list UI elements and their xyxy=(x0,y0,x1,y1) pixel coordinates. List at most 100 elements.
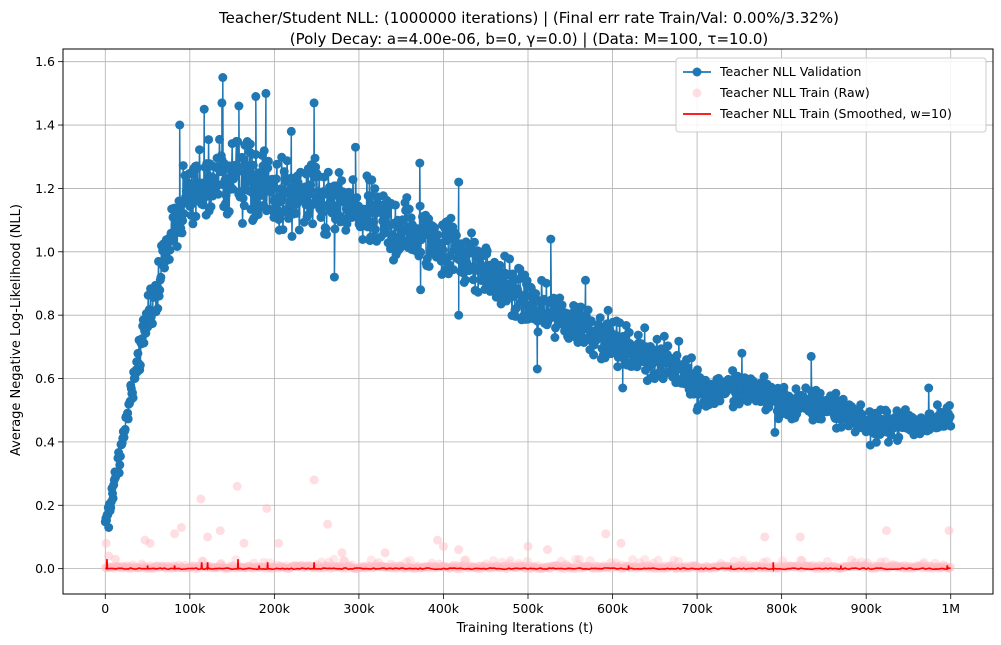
validation-point xyxy=(342,219,352,229)
train-raw-point xyxy=(316,563,326,573)
train-raw-point xyxy=(329,554,339,564)
validation-point xyxy=(759,372,769,382)
train-raw-point xyxy=(596,563,606,573)
validation-point xyxy=(188,219,198,229)
validation-point xyxy=(693,365,702,375)
train-raw-point xyxy=(366,555,376,565)
train-raw-point xyxy=(522,556,532,566)
validation-point xyxy=(451,230,461,240)
validation-point xyxy=(687,353,696,363)
validation-point xyxy=(104,523,114,532)
train-raw-point xyxy=(611,558,621,568)
validation-point xyxy=(430,223,440,233)
validation-point xyxy=(791,384,801,394)
train-raw-point xyxy=(220,562,230,572)
train-raw-point xyxy=(795,532,805,542)
validation-point xyxy=(179,209,189,219)
validation-point xyxy=(213,189,223,199)
validation-point xyxy=(424,261,434,271)
train-raw-point xyxy=(779,563,789,573)
train-raw-point xyxy=(682,563,692,573)
validation-point xyxy=(199,104,209,114)
train-raw-point xyxy=(140,535,150,545)
validation-point xyxy=(191,211,201,221)
train-raw-point xyxy=(464,563,474,573)
train-raw-point xyxy=(808,560,818,570)
validation-point xyxy=(369,217,379,227)
train-raw-point xyxy=(601,529,611,539)
validation-point xyxy=(886,430,896,440)
validation-point xyxy=(576,302,586,312)
train-raw-point xyxy=(628,555,638,565)
train-raw-point xyxy=(197,556,207,566)
train-raw-point xyxy=(467,562,477,572)
chart-title-line2: (Poly Decay: a=4.00e-06, b=0, γ=0.0) | (… xyxy=(290,30,769,48)
train-raw-point xyxy=(374,557,384,567)
train-raw-point xyxy=(145,538,155,548)
validation-point xyxy=(287,231,297,241)
y-tick-label: 1.0 xyxy=(35,244,55,259)
validation-point xyxy=(438,245,448,255)
validation-point xyxy=(218,166,228,176)
train-raw-point xyxy=(866,563,876,573)
train-raw-point xyxy=(339,556,349,566)
validation-point xyxy=(446,213,456,223)
validation-point xyxy=(198,200,208,210)
validation-point xyxy=(806,351,816,361)
train-raw-point xyxy=(653,555,663,565)
validation-point xyxy=(946,421,956,431)
validation-point xyxy=(406,213,416,223)
validation-point xyxy=(215,134,224,144)
train-raw-point xyxy=(495,563,505,573)
train-raw-point xyxy=(446,562,456,572)
validation-point xyxy=(448,265,458,275)
train-raw-point xyxy=(814,560,824,570)
train-raw-point xyxy=(110,554,120,564)
validation-point xyxy=(550,333,560,342)
train-raw-point xyxy=(184,563,194,573)
validation-point xyxy=(329,272,339,282)
validation-point xyxy=(259,146,269,156)
validation-point xyxy=(815,388,825,398)
train-raw-point xyxy=(454,545,464,555)
validation-point xyxy=(894,432,904,442)
validation-point xyxy=(263,163,273,173)
train-raw-point xyxy=(566,563,576,573)
validation-point xyxy=(836,422,846,432)
x-tick-label: 200k xyxy=(259,601,291,616)
train-raw-point xyxy=(876,557,886,567)
validation-point xyxy=(366,191,376,201)
train-raw-point xyxy=(745,560,755,570)
validation-point xyxy=(155,285,165,295)
train-raw-point xyxy=(215,526,225,536)
x-tick-label: 500k xyxy=(512,601,544,616)
train-raw-point xyxy=(212,562,222,572)
train-raw-point xyxy=(919,557,929,567)
validation-point xyxy=(404,204,414,214)
train-raw-point xyxy=(944,526,954,536)
train-raw-point xyxy=(170,529,180,539)
validation-point xyxy=(621,321,631,330)
train-raw-point xyxy=(346,563,356,573)
train-raw-point xyxy=(571,554,581,564)
train-raw-point xyxy=(856,557,866,567)
train-raw-point xyxy=(758,557,768,567)
validation-point xyxy=(253,210,263,220)
validation-point xyxy=(233,137,243,147)
train-raw-point xyxy=(462,563,472,573)
legend-raw-marker xyxy=(692,88,702,98)
legend-validation-label: Teacher NLL Validation xyxy=(719,64,861,79)
train-raw-point xyxy=(732,563,742,573)
train-raw-point xyxy=(532,563,542,573)
train-raw-point xyxy=(290,560,300,570)
validation-point xyxy=(589,350,599,360)
x-axis-label: Training Iterations (t) xyxy=(456,621,594,636)
train-raw-point xyxy=(242,563,252,573)
validation-point xyxy=(370,225,380,234)
validation-point xyxy=(257,190,267,200)
validation-point xyxy=(581,275,590,285)
validation-point xyxy=(133,348,143,358)
train-raw-point xyxy=(924,561,934,571)
validation-point xyxy=(239,201,249,211)
validation-point xyxy=(533,327,543,337)
